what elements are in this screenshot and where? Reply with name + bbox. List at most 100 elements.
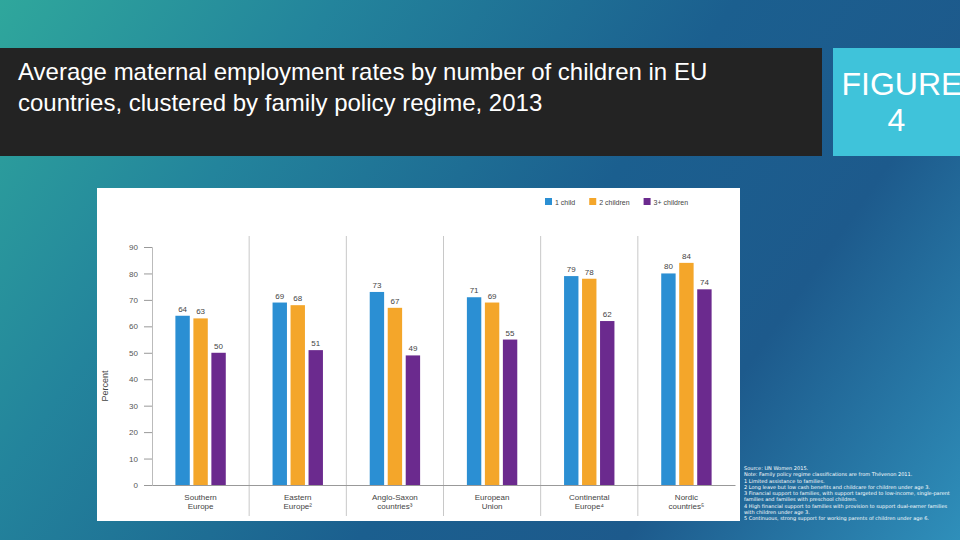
y-tick: 80 bbox=[129, 270, 152, 279]
legend-item: 1 child bbox=[545, 198, 575, 206]
x-tick-label: SouthernEurope bbox=[184, 493, 216, 511]
category-separator bbox=[637, 236, 638, 516]
data-label: 69 bbox=[488, 292, 497, 301]
title-box: Average maternal employment rates by num… bbox=[0, 48, 822, 156]
bar bbox=[600, 321, 614, 485]
y-tick-label: 0 bbox=[134, 481, 139, 490]
source: Source: UN Women 2015. bbox=[744, 465, 956, 471]
x-tick: Anglo-Saxoncountries³ bbox=[372, 485, 418, 511]
data-label: 55 bbox=[506, 329, 515, 338]
y-tick-mark bbox=[144, 300, 152, 301]
x-tick: SouthernEurope bbox=[184, 485, 216, 511]
y-tick-label: 50 bbox=[129, 349, 138, 358]
y-tick-mark bbox=[144, 379, 152, 380]
figure-label: FIGURE 4 bbox=[842, 66, 952, 138]
x-tick-label: EuropeanUnion bbox=[475, 493, 510, 511]
data-label: 74 bbox=[700, 278, 709, 287]
y-tick-label: 80 bbox=[129, 270, 138, 279]
x-tick-label: Nordiccountries⁵ bbox=[669, 493, 705, 511]
y-axis: 0 10 20 30 40 50 60 70 80 90 bbox=[129, 243, 152, 490]
data-label: 69 bbox=[275, 292, 284, 301]
category-separator bbox=[540, 236, 541, 516]
category-separator bbox=[346, 236, 347, 516]
y-tick: 50 bbox=[129, 349, 152, 358]
bar bbox=[193, 318, 207, 485]
bar bbox=[388, 308, 402, 485]
data-label: 73 bbox=[372, 281, 381, 290]
x-tick-label: EasternEurope² bbox=[284, 493, 313, 511]
chart: 0102030405060708090Percent64697371798063… bbox=[0, 0, 960, 540]
data-label: 49 bbox=[408, 344, 417, 353]
data-label: 67 bbox=[390, 297, 399, 306]
x-axis: SouthernEurope EasternEurope² Anglo-Saxonc… bbox=[153, 485, 736, 511]
note: 5 Continuous, strong support for working… bbox=[744, 515, 956, 521]
bar bbox=[697, 289, 711, 485]
y-tick-mark bbox=[144, 432, 152, 433]
y-tick-mark bbox=[144, 326, 152, 327]
legend-item: 2 children bbox=[589, 198, 629, 206]
x-tick: EuropeanUnion bbox=[475, 485, 510, 511]
y-tick: 20 bbox=[129, 428, 152, 437]
title: Average maternal employment rates by num… bbox=[18, 56, 718, 118]
y-tick-label: 10 bbox=[129, 455, 138, 464]
figure-box: FIGURE 4 bbox=[833, 48, 960, 156]
bar bbox=[467, 297, 481, 485]
data-label: 63 bbox=[196, 307, 205, 316]
legend-swatch bbox=[644, 198, 651, 205]
y-tick: 90 bbox=[129, 243, 152, 252]
y-tick-mark bbox=[144, 353, 152, 354]
y-tick-label: 20 bbox=[129, 428, 138, 437]
y-tick-label: 70 bbox=[129, 296, 138, 305]
legend-swatch bbox=[589, 198, 596, 205]
category-separator bbox=[249, 236, 250, 516]
category-separator bbox=[443, 236, 444, 516]
legend-swatch bbox=[545, 198, 552, 205]
bar bbox=[309, 350, 323, 485]
legend-label: 3+ children bbox=[654, 199, 689, 206]
bar bbox=[564, 276, 578, 485]
x-tick: ContinentalEurope⁴ bbox=[569, 485, 610, 511]
bar bbox=[175, 316, 189, 485]
y-tick: 60 bbox=[129, 322, 152, 331]
bar bbox=[485, 303, 499, 485]
x-axis-line bbox=[153, 485, 736, 486]
data-label: 68 bbox=[293, 294, 302, 303]
y-tick-label: 30 bbox=[129, 402, 138, 411]
y-tick-mark bbox=[144, 459, 152, 460]
legend-item: 3+ children bbox=[644, 198, 689, 206]
y-tick-mark bbox=[144, 406, 152, 407]
y-tick-mark bbox=[144, 485, 152, 486]
y-tick: 40 bbox=[129, 375, 152, 384]
data-label: 62 bbox=[603, 310, 612, 319]
y-tick-label: 60 bbox=[129, 322, 138, 331]
bar bbox=[370, 292, 384, 485]
y-tick-mark bbox=[144, 247, 152, 248]
x-tick-label: Anglo-Saxoncountries³ bbox=[372, 493, 418, 511]
data-label: 71 bbox=[470, 286, 479, 295]
y-tick-label: 40 bbox=[129, 375, 138, 384]
bar bbox=[582, 279, 596, 485]
notes: Source: UN Women 2015.Note: Family polic… bbox=[744, 465, 956, 522]
legend-label: 1 child bbox=[555, 199, 575, 206]
note: 4 High financial support to families wit… bbox=[744, 503, 956, 516]
y-tick: 70 bbox=[129, 296, 152, 305]
y-tick-label: 90 bbox=[129, 243, 138, 252]
legend: 1 child 2 children 3+ children bbox=[545, 198, 688, 206]
data-label: 51 bbox=[311, 339, 320, 348]
bar bbox=[661, 273, 675, 485]
note: 2 Long leave but low cash benefits and c… bbox=[744, 484, 956, 490]
data-label: 80 bbox=[664, 262, 673, 271]
bar bbox=[679, 263, 693, 485]
bars bbox=[175, 263, 711, 485]
note: 3 Financial support to families, with su… bbox=[744, 490, 956, 503]
data-label: 79 bbox=[567, 265, 576, 274]
note: Note: Family policy regime classificatio… bbox=[744, 471, 956, 477]
bar bbox=[273, 303, 287, 485]
x-tick: EasternEurope² bbox=[284, 485, 313, 511]
y-tick: 10 bbox=[129, 455, 152, 464]
data-label: 78 bbox=[585, 268, 594, 277]
x-tick-label: ContinentalEurope⁴ bbox=[569, 493, 610, 511]
data-label: 64 bbox=[178, 305, 187, 314]
y-tick: 30 bbox=[129, 402, 152, 411]
y-tick: 0 bbox=[134, 481, 152, 490]
